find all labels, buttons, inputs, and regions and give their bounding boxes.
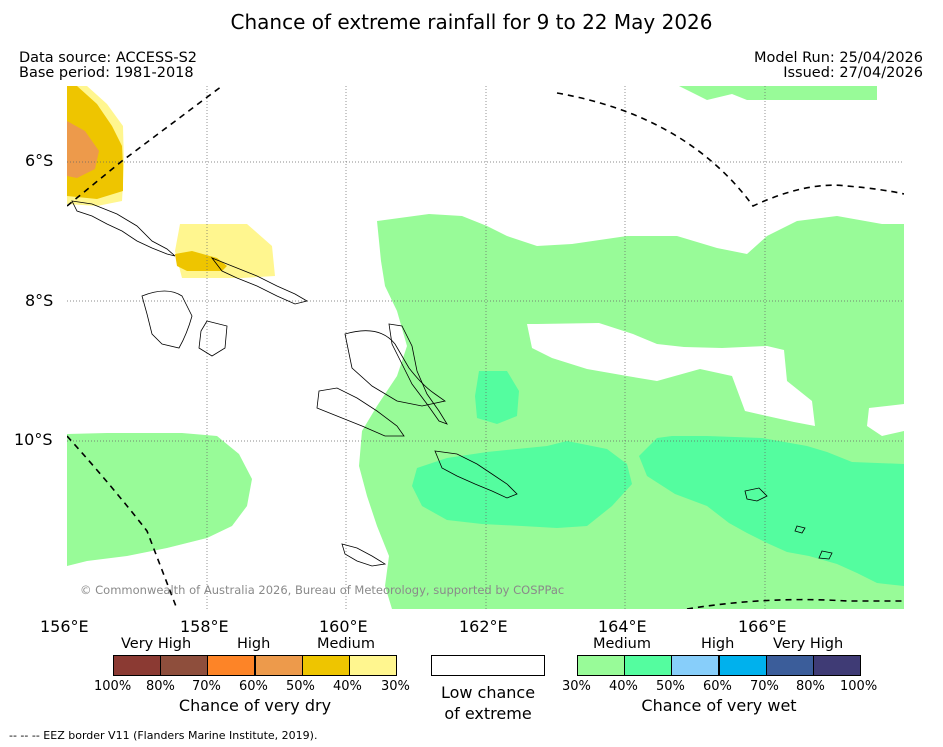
wet-header-very-high: Very High: [773, 636, 844, 652]
dry-caption: Chance of very dry: [178, 696, 332, 715]
dry-tick: 40%: [333, 679, 362, 694]
dry-tick: 60%: [239, 679, 268, 694]
bougainville-coast: [71, 200, 176, 257]
dry-swatch-5: [348, 655, 397, 676]
wet-tick: 60%: [703, 679, 732, 694]
model-run: Model Run: 25/04/2026: [753, 50, 923, 66]
forecast-map[interactable]: [67, 86, 904, 609]
lon-label-156e: 156°E: [40, 617, 89, 636]
lon-label-158e: 158°E: [180, 617, 229, 636]
dry-50-region-nw: [67, 121, 99, 178]
dry-tick: 70%: [192, 679, 221, 694]
makira-coast: [434, 450, 518, 499]
wet-40-region-south: [412, 441, 632, 528]
dry-swatch-4: [301, 655, 350, 676]
dry-header-medium: Medium: [317, 636, 375, 652]
wet-swatch-0: [577, 655, 626, 676]
dry-tick: 50%: [286, 679, 315, 694]
copyright-notice: © Commonwealth of Australia 2026, Bureau…: [80, 583, 565, 597]
dry-tick: 30%: [381, 679, 410, 694]
eez-borders: [67, 86, 904, 609]
issued-date: Issued: 27/04/2026: [783, 65, 923, 81]
temotu-islet-coast: [794, 525, 806, 534]
low-chance-hole-1: [527, 323, 815, 426]
dry-header-very-high: Very High: [121, 636, 192, 652]
lon-label-160e: 160°E: [319, 617, 368, 636]
eez-footer-note: -- -- -- EEZ border V11 (Flanders Marine…: [9, 729, 318, 742]
lon-label-166e: 166°E: [738, 617, 787, 636]
vanikoro-coast: [818, 550, 833, 560]
wet-header-medium: Medium: [593, 636, 651, 652]
wet-caption: Chance of very wet: [641, 696, 797, 715]
lat-label-8s: 8°S: [25, 291, 54, 310]
new-georgia-coast: [141, 290, 193, 349]
wet-tick: 80%: [796, 679, 825, 694]
low-chance-swatch: [431, 655, 545, 676]
wet-swatch-1: [624, 655, 673, 676]
dry-tick: 80%: [146, 679, 175, 694]
malaita-coast: [388, 323, 448, 425]
base-period: Base period: 1981-2018: [19, 65, 194, 81]
islands-coastline: [71, 200, 833, 567]
lat-label-6s: 6°S: [25, 151, 54, 170]
map-title: Chance of extreme rainfall for 9 to 22 M…: [230, 10, 713, 34]
wet-medium-region-north: [679, 86, 877, 100]
lon-label-162e: 162°E: [459, 617, 508, 636]
wet-swatch-2: [671, 655, 720, 676]
wet-tick: 100%: [840, 679, 878, 694]
dry-swatch-3: [254, 655, 303, 676]
wet-swatch-4: [765, 655, 814, 676]
dry-swatch-0: [113, 655, 162, 676]
dry-tick: 100%: [94, 679, 132, 694]
wet-swatch-3: [718, 655, 767, 676]
wet-tick: 40%: [609, 679, 638, 694]
graticule: [67, 86, 904, 609]
low-chance-hole-2: [867, 404, 904, 436]
guadalcanal-coast: [316, 387, 405, 437]
vangunu-coast: [198, 320, 228, 357]
dry-header-high: High: [237, 636, 271, 652]
rennell-coast: [341, 543, 387, 567]
lat-label-10s: 10°S: [14, 430, 53, 449]
lon-label-164e: 164°E: [598, 617, 647, 636]
dry-swatch-1: [160, 655, 209, 676]
low-chance-caption-line1: Low chance: [440, 683, 536, 702]
santa-cruz-coast: [744, 487, 768, 502]
wet-medium-region-west: [67, 433, 252, 566]
choiseul-coast: [210, 257, 309, 305]
data-source: Data source: ACCESS-S2: [19, 50, 198, 66]
wet-tick: 50%: [656, 679, 685, 694]
dry-swatch-2: [207, 655, 256, 676]
wet-swatch-5: [812, 655, 861, 676]
low-chance-caption-line2: of extreme: [444, 704, 532, 723]
wet-header-high: High: [701, 636, 735, 652]
wet-tick: 70%: [750, 679, 779, 694]
wet-40-region-east: [639, 436, 904, 586]
wet-tick: 30%: [562, 679, 591, 694]
dry-40-region-central: [175, 251, 227, 271]
